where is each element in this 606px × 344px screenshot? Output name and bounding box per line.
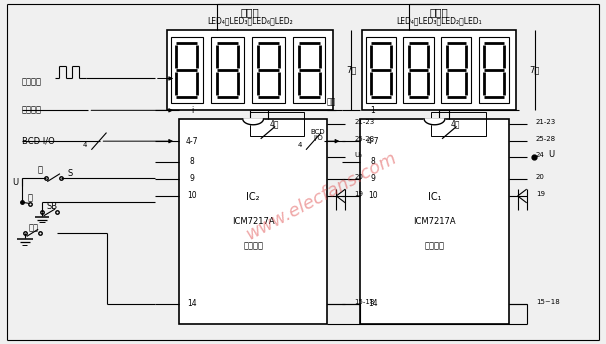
Text: （低位）: （低位） xyxy=(424,242,445,251)
Text: U: U xyxy=(13,178,19,187)
Text: 24: 24 xyxy=(536,151,545,158)
Bar xyxy=(365,37,396,103)
Text: 进位: 进位 xyxy=(327,97,336,106)
Text: 加: 加 xyxy=(38,166,42,175)
Text: 20: 20 xyxy=(536,174,545,180)
Text: 21-23: 21-23 xyxy=(536,119,556,125)
Bar xyxy=(293,37,325,103)
Text: SB: SB xyxy=(47,202,58,211)
Text: i: i xyxy=(191,106,193,115)
Text: U: U xyxy=(548,150,554,159)
Text: 9: 9 xyxy=(190,174,195,183)
Text: 4-7: 4-7 xyxy=(366,137,379,146)
Bar xyxy=(179,119,327,324)
Text: 进位输出: 进位输出 xyxy=(22,106,42,115)
Text: 8: 8 xyxy=(190,157,195,166)
Text: 计数输入: 计数输入 xyxy=(22,77,42,86)
Bar xyxy=(211,37,244,103)
Text: 10: 10 xyxy=(187,192,197,201)
Bar xyxy=(362,30,516,110)
Text: ICM7217A: ICM7217A xyxy=(232,217,275,226)
Bar xyxy=(252,37,285,103)
Text: ICM7217A: ICM7217A xyxy=(413,217,456,226)
Text: 4: 4 xyxy=(298,142,302,148)
Text: 4: 4 xyxy=(83,142,87,148)
Text: （高位）: （高位） xyxy=(243,242,263,251)
Bar xyxy=(431,112,485,136)
Text: 1: 1 xyxy=(370,106,375,115)
Bar xyxy=(250,112,304,136)
Text: 9: 9 xyxy=(370,174,375,183)
Text: 14: 14 xyxy=(368,299,378,309)
Text: BCD I/O: BCD I/O xyxy=(22,137,55,146)
Text: 15-18: 15-18 xyxy=(355,299,375,305)
Text: 19: 19 xyxy=(355,191,364,197)
Bar xyxy=(361,119,508,324)
Text: 共阴极: 共阴极 xyxy=(241,7,259,17)
Text: 14: 14 xyxy=(187,299,197,309)
Text: IC₁: IC₁ xyxy=(428,192,441,202)
Text: BCD: BCD xyxy=(311,129,325,135)
Bar xyxy=(404,37,433,103)
Text: 7段: 7段 xyxy=(530,66,540,75)
Text: 8: 8 xyxy=(370,157,375,166)
Bar xyxy=(479,37,509,103)
Text: 20: 20 xyxy=(355,174,363,180)
Bar xyxy=(167,30,333,110)
Text: 19: 19 xyxy=(536,191,545,197)
Text: 7段: 7段 xyxy=(347,66,357,75)
Text: 25-28: 25-28 xyxy=(536,136,556,142)
Text: LED₄、LED₃、LED₆、LED₂: LED₄、LED₃、LED₆、LED₂ xyxy=(207,17,293,26)
Text: 21-23: 21-23 xyxy=(355,119,375,125)
Text: 10: 10 xyxy=(368,192,378,201)
Text: LED₄、LED₃、LED₂、LED₁: LED₄、LED₃、LED₂、LED₁ xyxy=(396,17,482,26)
Text: 15~18: 15~18 xyxy=(536,299,559,305)
Text: 复位: 复位 xyxy=(29,223,39,232)
Text: www.elecfans.com: www.elecfans.com xyxy=(242,149,399,244)
Text: 减: 减 xyxy=(27,193,32,202)
Polygon shape xyxy=(424,119,445,125)
Text: 4位: 4位 xyxy=(269,119,279,129)
Text: IC₂: IC₂ xyxy=(247,192,260,202)
Text: 4位: 4位 xyxy=(451,119,460,129)
Text: 4-7: 4-7 xyxy=(186,137,199,146)
Text: 共阳极: 共阳极 xyxy=(430,7,448,17)
Text: I/O: I/O xyxy=(313,135,323,141)
Text: 25-28: 25-28 xyxy=(355,136,375,142)
Polygon shape xyxy=(243,119,264,125)
Text: S: S xyxy=(68,169,73,178)
Bar xyxy=(441,37,471,103)
Bar xyxy=(171,37,203,103)
Text: U₀: U₀ xyxy=(355,151,362,158)
